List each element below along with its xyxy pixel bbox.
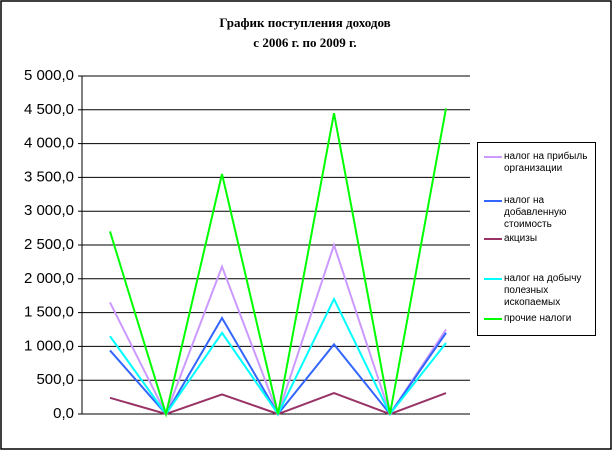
legend-item: налог на прибыль организации <box>482 151 594 175</box>
legend-item: налог на добавленную стоимость <box>482 195 594 231</box>
y-tick-label: 3 500,0 <box>24 168 74 185</box>
legend-item: прочие налоги <box>482 313 594 325</box>
y-tick-label: 2 500,0 <box>24 236 74 253</box>
legend-label: прочие налоги <box>504 313 572 324</box>
y-tick-label: 1 000,0 <box>24 337 74 354</box>
legend-label: налог на добавленную стоимость <box>504 195 567 230</box>
legend-label: акцизы <box>504 233 538 244</box>
series-line <box>109 316 447 416</box>
chart-subtitle: с 2006 г. по 2009 г. <box>253 35 356 50</box>
legend-item: акцизы <box>482 233 594 245</box>
y-tick-label: 2 000,0 <box>24 270 74 287</box>
legend-swatch <box>484 200 502 202</box>
y-tick-label: 0,0 <box>53 405 74 422</box>
legend-swatch <box>484 238 502 240</box>
y-tick-label: 500,0 <box>36 371 74 388</box>
legend-label: налог на добычу полезных ископаемых <box>504 273 582 308</box>
y-tick-label: 5 000,0 <box>24 67 74 84</box>
y-tick-label: 3 000,0 <box>24 202 74 219</box>
y-tick-label: 4 500,0 <box>24 101 74 118</box>
legend: налог на прибыль организации налог на доб… <box>477 142 596 336</box>
legend-label: налог на прибыль организации <box>504 151 588 174</box>
y-tick-label: 1 500,0 <box>24 304 74 321</box>
y-tick-label: 4 000,0 <box>24 135 74 152</box>
legend-item: налог на добычу полезных ископаемых <box>482 273 594 309</box>
chart-title: График поступления доходов <box>219 15 390 30</box>
series-line <box>109 108 447 418</box>
legend-swatch <box>484 156 502 158</box>
legend-swatch <box>484 318 502 320</box>
legend-swatch <box>484 278 502 280</box>
